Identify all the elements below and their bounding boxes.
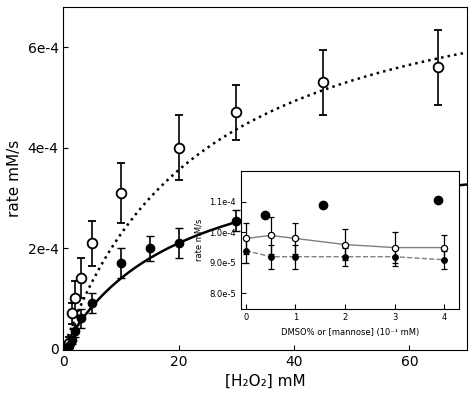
Y-axis label: rate mM/s: rate mM/s <box>7 140 22 217</box>
X-axis label: [H₂O₂] mM: [H₂O₂] mM <box>225 374 306 389</box>
